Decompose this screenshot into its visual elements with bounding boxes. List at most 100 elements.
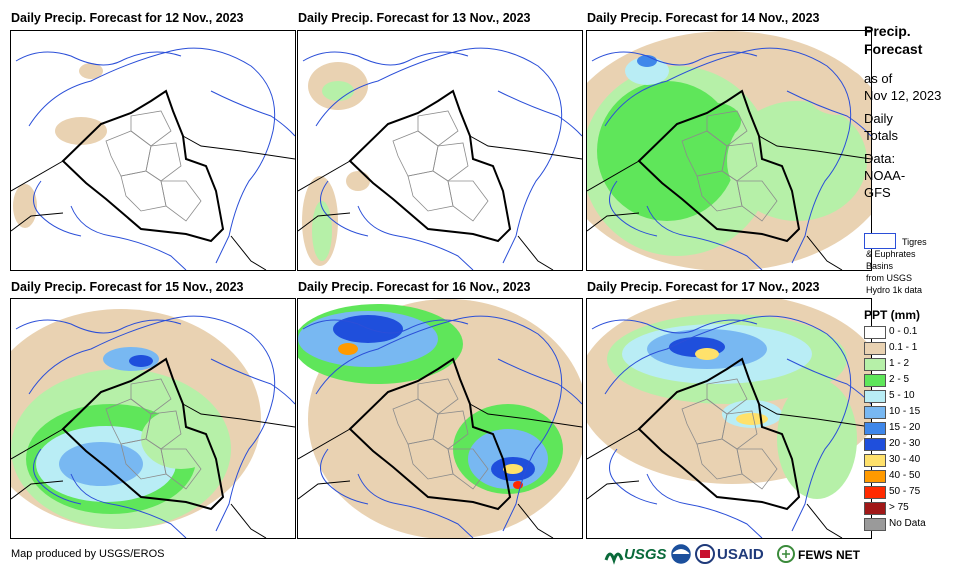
province-boundary [417,110,459,147]
legend-swatch [864,502,886,515]
data-source: GFS [864,185,891,200]
data-label: Data: [864,151,896,166]
country-border [182,135,295,160]
country-border [758,135,871,160]
province-boundary [447,448,489,490]
basin-legend-line: Tigres [902,237,927,247]
province-boundary [417,378,459,415]
basin-boundary [33,448,82,505]
forecast-map-12nov [10,30,296,271]
basin-legend-line: & Euphrates [866,249,916,259]
legend-swatch [864,422,886,435]
basin-legend: Tigres & Euphrates Basins from USGS Hydr… [866,236,966,296]
precip-area [79,63,103,79]
map-canvas [587,299,871,538]
basin-boundary [591,319,758,334]
country-border [469,403,582,428]
legend-swatch [864,454,886,467]
province-boundary [407,170,454,212]
iraq-border [637,89,801,243]
precip-area [727,101,867,221]
iraq-border [61,357,225,511]
map-canvas [298,299,582,538]
precip-area [597,81,737,221]
province-boundary [736,448,778,490]
legend-label: 15 - 20 [889,422,921,433]
map-canvas [587,31,871,270]
country-border [11,160,64,192]
basin-boundary [357,205,474,270]
agency-logos: USGS USAID FEWS NET [604,544,860,565]
noaa-logo [671,544,691,564]
forecast-map-15nov [10,298,296,539]
country-border [587,480,640,500]
country-border [806,503,843,538]
country-border [469,135,582,160]
country-border [182,403,295,428]
iraq-border [637,357,801,511]
legend-label: 1 - 2 [889,358,910,369]
precip-area [141,409,221,469]
basin-legend-line: Basins [866,261,894,271]
province-boundary [432,410,469,450]
panel-title: Daily Precip. Forecast for 15 Nov., 2023 [11,280,244,294]
forecast-map-14nov [586,30,872,271]
legend-swatch [864,406,886,419]
usgs-wordmark: USGS [624,546,667,563]
precip-area [695,348,719,360]
panel-title: Daily Precip. Forecast for 16 Nov., 2023 [298,280,531,294]
province-boundary [392,130,439,177]
panel-title: Daily Precip. Forecast for 12 Nov., 2023 [11,11,244,25]
legend-swatch [864,470,886,483]
basin-boundary [609,180,658,237]
legend-swatch [864,438,886,451]
data-source: NOAA- [864,168,906,183]
basin-boundary [315,315,563,532]
legend-swatch [864,342,886,355]
legend-swatch [864,326,886,339]
legend-label: > 75 [889,502,909,513]
precip-area [503,464,523,474]
fewsnet-logo: FEWS NET [777,545,860,563]
precip-area [736,413,768,425]
legend-swatch [864,358,886,371]
basin-boundary [357,473,474,538]
map-canvas [11,47,295,270]
country-border [587,428,640,460]
iraq-border [61,89,225,243]
legend-swatch [864,486,886,499]
province-boundary [160,180,202,222]
province-boundary [130,378,172,415]
precip-area [807,67,867,115]
precip-area [55,117,107,145]
province-boundary [736,180,778,222]
legend-label: 5 - 10 [889,390,915,401]
usgs-logo: USGS [604,546,667,565]
basin-boundary [646,205,763,270]
legend-label: 20 - 30 [889,438,921,449]
basin-legend-line: Hydro 1k data [866,285,923,295]
province-boundary [145,142,182,182]
country-border [587,160,640,192]
legend-label: 50 - 75 [889,486,921,497]
forecast-map-17nov [586,298,872,539]
basin-boundary [302,51,469,66]
legend-label: 40 - 50 [889,470,921,481]
precip-area [625,57,669,85]
basin-boundary [786,90,871,137]
precip-area [338,343,358,355]
basin-boundary [70,473,187,538]
country-border [298,480,351,500]
basin-boundary [609,448,658,505]
legend-swatch [864,390,886,403]
basin-boundary [28,315,276,532]
panel-title: Daily Precip. Forecast for 17 Nov., 2023 [587,280,820,294]
country-border [298,428,351,460]
country-border [806,235,843,270]
ppt-legend-title: PPT (mm) [864,308,921,322]
forecast-map-13nov [297,30,583,271]
precip-area [322,81,354,101]
map-canvas [298,47,582,270]
basin-boundary [70,205,187,270]
legend-label: 30 - 40 [889,454,921,465]
